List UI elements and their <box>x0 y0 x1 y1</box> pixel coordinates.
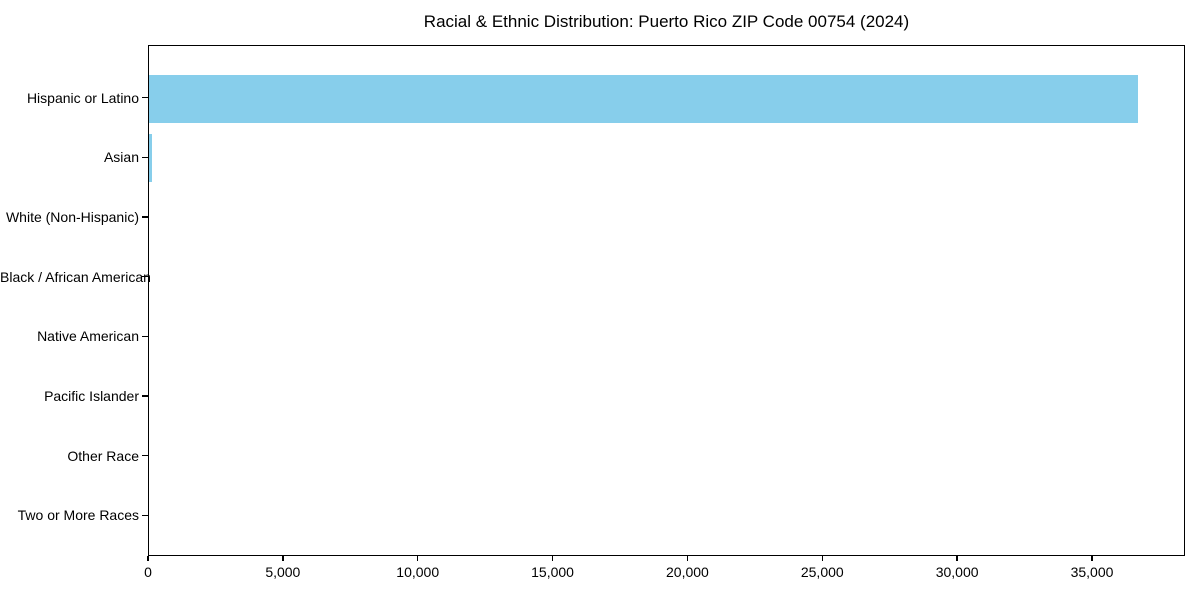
plot-area <box>148 45 1185 556</box>
x-tick-mark <box>551 556 554 561</box>
y-tick-mark <box>142 275 148 278</box>
x-tick-label-5000: 5,000 <box>265 564 301 580</box>
x-tick-mark <box>1091 556 1093 561</box>
x-tick-label-0: 0 <box>144 564 152 580</box>
x-tick-mark <box>821 556 823 561</box>
y-tick-mark <box>142 96 148 99</box>
y-tick-label-hispanic-or-latino: Hispanic or Latino <box>26 89 139 106</box>
y-tick-label-black-african-american: Black / African American <box>0 268 151 285</box>
y-tick-mark <box>142 395 148 397</box>
y-tick-label-two-or-more-races: Two or More Races <box>17 507 139 524</box>
x-tick-label-10000: 10,000 <box>396 564 440 580</box>
x-tick-label-25000: 25,000 <box>800 564 844 580</box>
x-tick-label-30000: 30,000 <box>935 564 979 580</box>
bar-hispanic-or-latino <box>149 74 1138 123</box>
x-tick-mark <box>686 556 689 561</box>
y-tick-label-pacific-islander: Pacific Islander <box>44 388 139 404</box>
y-tick-label-native-american: Native American <box>37 328 139 345</box>
x-tick-mark <box>147 556 149 561</box>
x-tick-label-15000: 15,000 <box>531 564 574 580</box>
x-tick-label-20000: 20,000 <box>666 564 709 580</box>
y-tick-label-other-race: Other Race <box>67 447 139 464</box>
y-tick-mark <box>142 514 148 517</box>
y-tick-mark <box>142 216 148 218</box>
x-tick-mark <box>417 556 419 561</box>
y-tick-label-asian: Asian <box>103 149 139 166</box>
y-tick-label-white-non-hispanic: White (Non-Hispanic) <box>5 208 139 225</box>
x-tick-label-35000: 35,000 <box>1070 564 1114 580</box>
y-tick-mark <box>142 156 148 158</box>
x-tick-mark <box>282 556 284 561</box>
x-tick-mark <box>956 556 958 561</box>
y-tick-mark <box>142 335 148 337</box>
y-tick-mark <box>142 455 148 457</box>
chart-title: Racial & Ethnic Distribution: Puerto Ric… <box>423 12 910 31</box>
bar-asian <box>149 134 152 183</box>
